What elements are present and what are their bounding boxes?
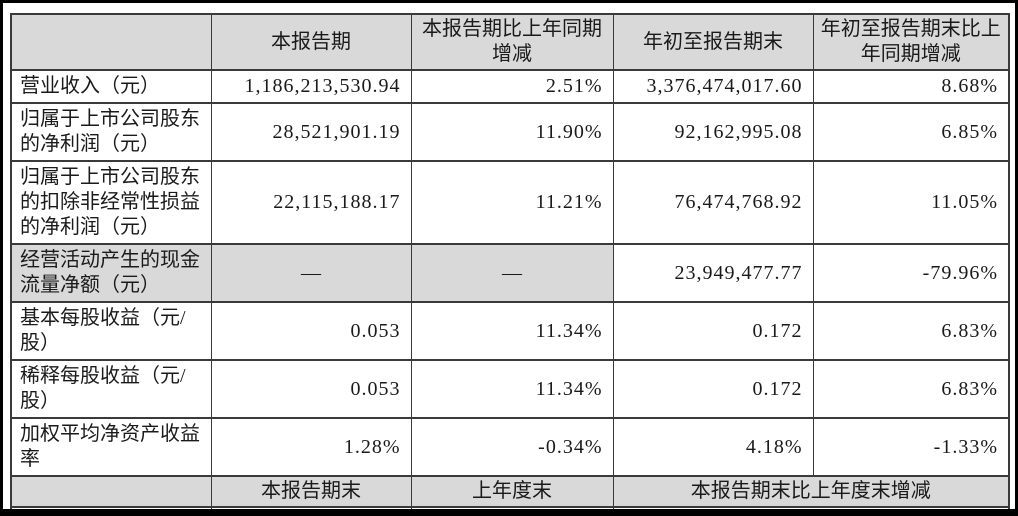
table-row-operating-cash-flow: 经营活动产生的现金流量净额（元） — — 23,949,477.77 -79.9…: [10, 243, 1010, 303]
cell-value: 8.68%: [812, 69, 1010, 104]
cell-value: 4.18%: [612, 417, 814, 477]
header-cell-period-end-change: 本报告期末比上年度末增减: [612, 475, 1010, 508]
cell-value-na: —: [410, 243, 614, 303]
cell-value: 4,642,391,972.42: [410, 506, 614, 509]
cell-value: 0.172: [612, 359, 814, 419]
table-row-weighted-avg-roe: 加权平均净资产收益率 1.28% -0.34% 4.18% -1.33%: [10, 417, 1010, 477]
row-label: 基本每股收益（元/股）: [10, 301, 212, 361]
header-cell-empty: [10, 475, 212, 508]
header-cell-prior-year-end: 上年度末: [410, 475, 614, 508]
financial-summary-table: 本报告期 本报告期比上年同期增减 年初至报告期末 年初至报告期末比上年同期增减 …: [10, 13, 1010, 509]
header-row-period: 本报告期 本报告期比上年同期增减 年初至报告期末 年初至报告期末比上年同期增减: [10, 13, 1010, 71]
cell-value: 11.21%: [410, 160, 614, 245]
cell-value: -1.33%: [812, 417, 1010, 477]
row-label: 经营活动产生的现金流量净额（元）: [10, 243, 212, 303]
row-label: 归属于上市公司股东的扣除非经常性损益的净利润（元）: [10, 160, 212, 245]
row-label: 营业收入（元）: [10, 69, 212, 104]
cell-value: 6.85%: [812, 102, 1010, 162]
cell-value: 2.51%: [410, 69, 614, 104]
table-row-revenue: 营业收入（元） 1,186,213,530.94 2.51% 3,376,474…: [10, 69, 1010, 104]
table-row-total-assets: 总资产（元） 6,121,435,809.05 4,642,391,972.42…: [10, 506, 1010, 509]
table-row-net-profit: 归属于上市公司股东的净利润（元） 28,521,901.19 11.90% 92…: [10, 102, 1010, 162]
cell-value: 11.34%: [410, 359, 614, 419]
row-label: 总资产（元）: [10, 506, 212, 509]
header-cell-current-period-end: 本报告期末: [210, 475, 412, 508]
cell-value: 11.05%: [812, 160, 1010, 245]
cell-value: 23,949,477.77: [612, 243, 814, 303]
cell-value: -79.96%: [812, 243, 1010, 303]
cell-value: 1.28%: [210, 417, 412, 477]
row-label: 归属于上市公司股东的净利润（元）: [10, 102, 212, 162]
header-cell-ytd: 年初至报告期末: [612, 13, 814, 71]
cell-value-na: —: [210, 243, 412, 303]
cell-value-merged: 31.86%: [612, 506, 1010, 509]
cell-value: 6,121,435,809.05: [210, 506, 412, 509]
header-cell-empty: [10, 13, 212, 71]
header-cell-yoy-change: 本报告期比上年同期增减: [410, 13, 614, 71]
cell-value: 0.053: [210, 359, 412, 419]
cell-value: 0.172: [612, 301, 814, 361]
row-label: 稀释每股收益（元/股）: [10, 359, 212, 419]
cell-value: 28,521,901.19: [210, 102, 412, 162]
cell-value: -0.34%: [410, 417, 614, 477]
header-row-period-end: 本报告期末 上年度末 本报告期末比上年度末增减: [10, 475, 1010, 508]
table-row-diluted-eps: 稀释每股收益（元/股） 0.053 11.34% 0.172 6.83%: [10, 359, 1010, 419]
cell-value: 6.83%: [812, 301, 1010, 361]
row-label: 加权平均净资产收益率: [10, 417, 212, 477]
cell-value: 1,186,213,530.94: [210, 69, 412, 104]
cell-value: 11.34%: [410, 301, 614, 361]
cell-value: 6.83%: [812, 359, 1010, 419]
table-row-net-profit-excl-nonrecurring: 归属于上市公司股东的扣除非经常性损益的净利润（元） 22,115,188.17 …: [10, 160, 1010, 245]
cell-value: 22,115,188.17: [210, 160, 412, 245]
table-row-basic-eps: 基本每股收益（元/股） 0.053 11.34% 0.172 6.83%: [10, 301, 1010, 361]
cell-value: 0.053: [210, 301, 412, 361]
cell-value: 92,162,995.08: [612, 102, 814, 162]
cell-value: 3,376,474,017.60: [612, 69, 814, 104]
cell-value: 11.90%: [410, 102, 614, 162]
header-cell-current-period: 本报告期: [210, 13, 412, 71]
cell-value: 76,474,768.92: [612, 160, 814, 245]
header-cell-ytd-yoy-change: 年初至报告期末比上年同期增减: [812, 13, 1010, 71]
